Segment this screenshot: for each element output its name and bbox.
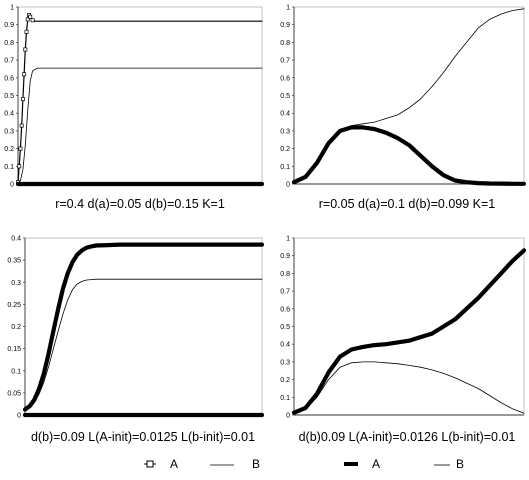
- chart-caption: d(b)=0.09 L(A-init)=0.0125 L(b-init)=0.0…: [31, 430, 255, 444]
- series-marker: [17, 164, 22, 169]
- legend-marker: [146, 460, 154, 468]
- y-tick-label: 0.2: [4, 146, 14, 153]
- chart-caption: r=0.4 d(a)=0.05 d(b)=0.15 K=1: [55, 197, 225, 211]
- y-tick-label: 0: [286, 182, 290, 189]
- plot-frame: [293, 237, 525, 416]
- y-tick-label: 0: [286, 413, 290, 420]
- series-marker: [23, 47, 28, 52]
- y-tick-label: 0.4: [280, 111, 290, 118]
- y-tick-label: 0.1: [280, 395, 290, 402]
- y-tick-label: 0.1: [4, 164, 14, 171]
- y-tick-label: 0.8: [280, 40, 290, 47]
- y-tick-label: 1: [286, 236, 290, 243]
- chart-panel-1: 0 0.1 0.2 0.3 0.4 0.5 0.6 0.7 0.8 0.9 1 r=0.4 d(a)=…: [4, 5, 265, 211]
- y-tick-label: 0.8: [280, 271, 290, 278]
- y-tick-label: 0.4: [280, 342, 290, 349]
- chart-panel-3: 0 0.05 0.1 0.15 0.2 0.25 0.3 0.35 0.4 d(b)=0.09 L…: [7, 236, 265, 444]
- y-tick-label: 0.7: [280, 58, 290, 65]
- y-tick-label: 0.2: [280, 377, 290, 384]
- y-tick-label: 0: [17, 413, 21, 420]
- legend-label: A: [372, 457, 380, 471]
- y-tick-label: 0.3: [280, 359, 290, 366]
- y-tick-label: 0.1: [11, 368, 21, 375]
- legend-label: A: [170, 457, 178, 471]
- series-line-1: [22, 242, 265, 412]
- legend-label: B: [252, 457, 260, 471]
- series-marker: [30, 18, 35, 23]
- y-tick-label: 0.3: [11, 280, 21, 287]
- y-tick-label: 0.25: [7, 302, 21, 309]
- chart-caption: r=0.05 d(a)=0.1 d(b)=0.099 K=1: [319, 197, 496, 211]
- y-tick-label: 0.5: [280, 93, 290, 100]
- y-tick-label: 0.35: [7, 258, 21, 265]
- y-tick-label: 0.6: [280, 306, 290, 313]
- series-marker: [19, 123, 24, 128]
- y-tick-label: 0.2: [11, 324, 21, 331]
- series-line-2: [24, 278, 263, 412]
- series-marker: [18, 146, 23, 151]
- series-marker: [24, 29, 29, 34]
- chart-caption: d(b)0.09 L(A-init)=0.0126 L(b-init)=0.01: [299, 430, 516, 444]
- y-tick-label: 0.8: [4, 40, 14, 47]
- y-tick-label: 0.4: [4, 111, 14, 118]
- chart-panel-2: 0 0.1 0.2 0.3 0.4 0.5 0.6 0.7 0.8 0.9 1 r=0.05 d(a)…: [280, 5, 527, 211]
- series-line-2: [17, 67, 263, 185]
- y-tick-label: 0.2: [280, 146, 290, 153]
- y-tick-label: 0.3: [4, 128, 14, 135]
- plot-frame: [293, 6, 525, 185]
- y-tick-label: 0.6: [4, 75, 14, 82]
- series-line-1: [17, 14, 263, 183]
- series-marker: [22, 72, 27, 77]
- series-line-1: [291, 248, 527, 415]
- y-tick-label: 0.7: [4, 58, 14, 65]
- y-tick-label: 0.9: [280, 253, 290, 260]
- y-tick-label: 0.5: [4, 93, 14, 100]
- y-tick-label: 0.9: [4, 22, 14, 29]
- y-tick-label: 1: [10, 5, 14, 12]
- series-marker: [25, 17, 30, 22]
- chart-panel-4: 0 0.1 0.2 0.3 0.4 0.5 0.6 0.7 0.8 0.9 1 d(b)0.09 L(…: [280, 236, 527, 444]
- y-tick-label: 0.7: [280, 289, 290, 296]
- series-line-2: [293, 8, 525, 183]
- series-marker: [28, 14, 33, 19]
- plot-frame: [17, 6, 263, 185]
- y-tick-label: 0.5: [280, 324, 290, 331]
- y-tick-label: 0.1: [280, 164, 290, 171]
- y-tick-label: 0.05: [7, 390, 21, 397]
- series-line-1: [291, 125, 527, 186]
- plot-frame: [24, 237, 263, 416]
- legend-label: B: [456, 457, 464, 471]
- y-tick-label: 0.4: [11, 236, 21, 243]
- y-tick-label: 0.6: [280, 75, 290, 82]
- y-tick-label: 0.9: [280, 22, 290, 29]
- y-tick-label: 1: [286, 5, 290, 12]
- y-tick-label: 0.15: [7, 346, 21, 353]
- series-marker: [20, 97, 25, 101]
- series-line-2: [293, 361, 525, 414]
- y-tick-label: 0: [10, 182, 14, 189]
- y-tick-label: 0.3: [280, 128, 290, 135]
